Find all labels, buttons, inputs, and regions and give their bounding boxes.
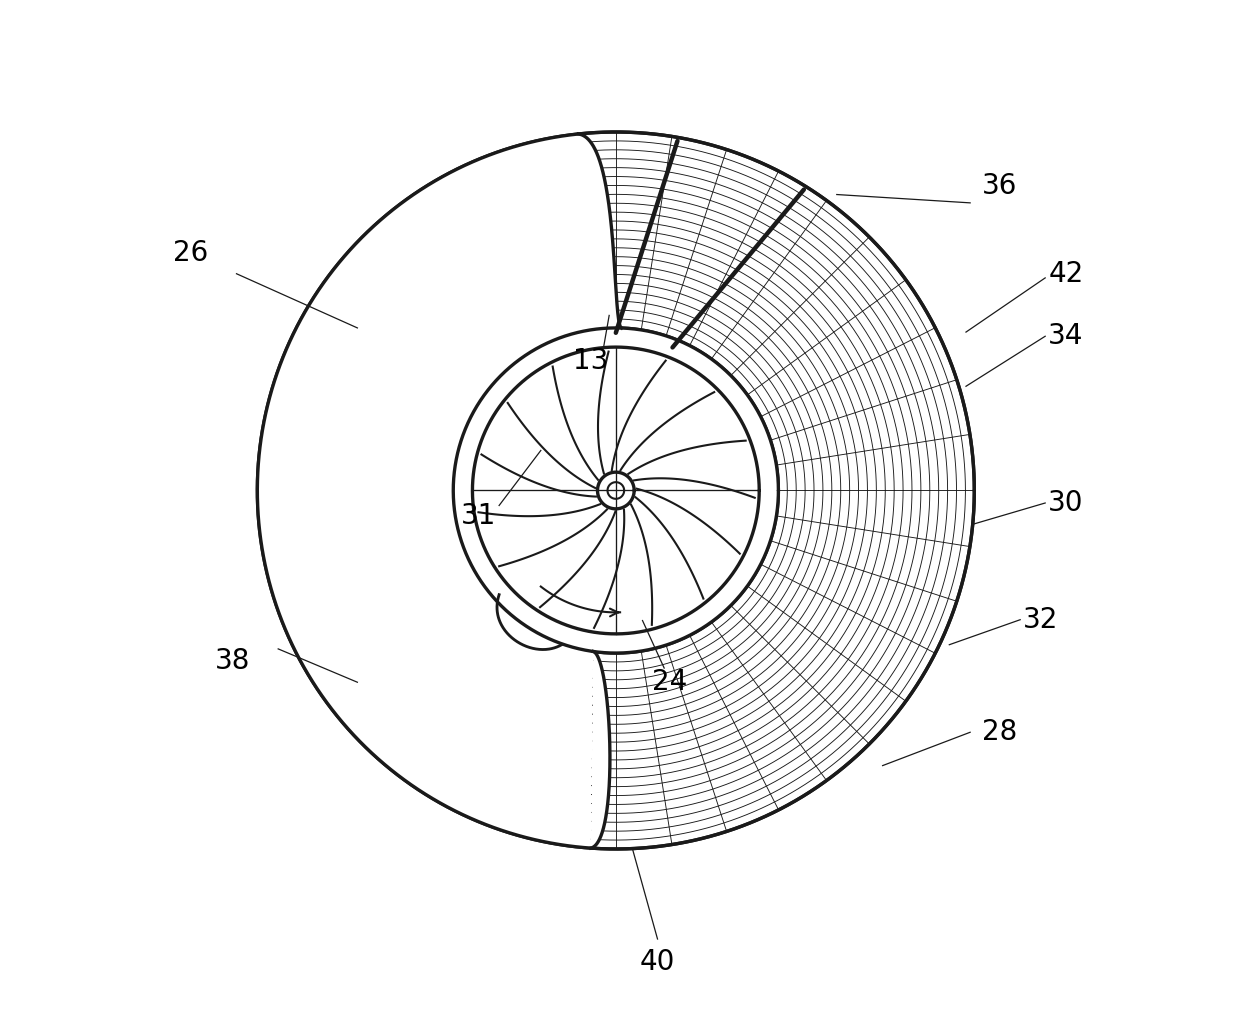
Text: 30: 30 xyxy=(1048,489,1084,517)
Text: 32: 32 xyxy=(1023,605,1059,634)
Text: 28: 28 xyxy=(982,719,1017,746)
Text: 36: 36 xyxy=(982,172,1017,200)
Text: 13: 13 xyxy=(573,347,609,375)
Circle shape xyxy=(472,347,759,634)
Text: 24: 24 xyxy=(652,668,688,696)
Text: 31: 31 xyxy=(460,501,496,530)
Text: 38: 38 xyxy=(215,647,250,675)
Text: 34: 34 xyxy=(1048,323,1084,351)
Polygon shape xyxy=(258,134,621,849)
Text: 40: 40 xyxy=(640,947,676,975)
Text: 26: 26 xyxy=(174,239,208,267)
Text: 42: 42 xyxy=(1048,260,1084,288)
Circle shape xyxy=(454,328,779,653)
